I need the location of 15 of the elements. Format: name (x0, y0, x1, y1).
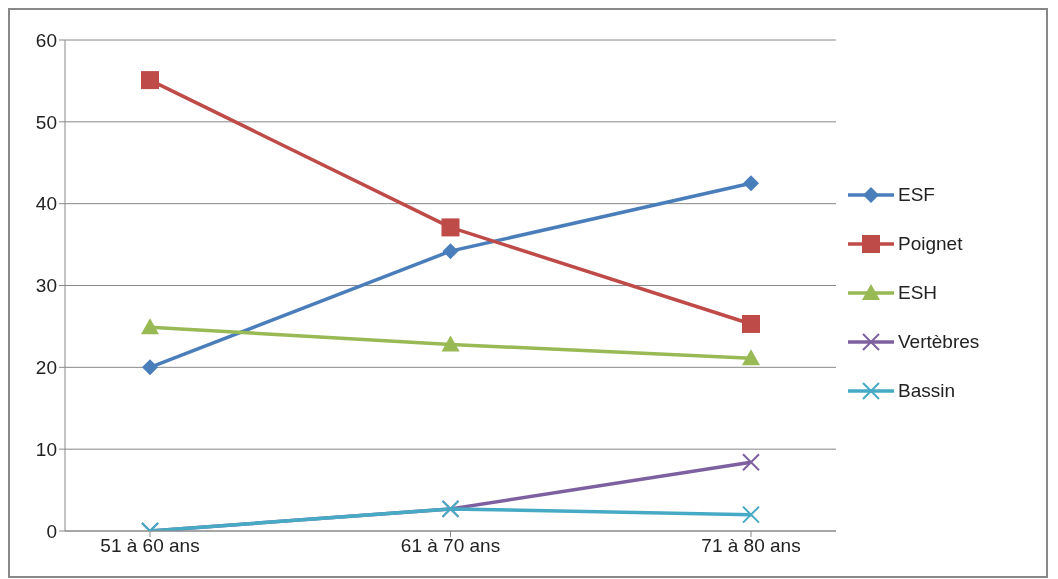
y-tick-label: 20 (35, 357, 57, 379)
legend-label: Bassin (898, 380, 956, 402)
y-tick-label: 30 (35, 275, 57, 297)
legend-label: ESF (898, 184, 935, 206)
legend-label: Poignet (898, 233, 963, 255)
y-tick-label: 0 (46, 520, 57, 542)
x-tick-label: 51 à 60 ans (100, 535, 200, 557)
x-tick-label: 61 à 70 ans (400, 535, 501, 557)
y-tick-label: 60 (35, 29, 57, 51)
x-tick-label: 71 à 80 ans (701, 535, 801, 557)
legend-label: ESH (898, 282, 938, 304)
y-tick-label: 40 (35, 193, 57, 215)
y-tick-label: 50 (35, 111, 57, 133)
legend-label: Vertèbres (898, 331, 980, 353)
y-tick-label: 10 (35, 438, 57, 460)
